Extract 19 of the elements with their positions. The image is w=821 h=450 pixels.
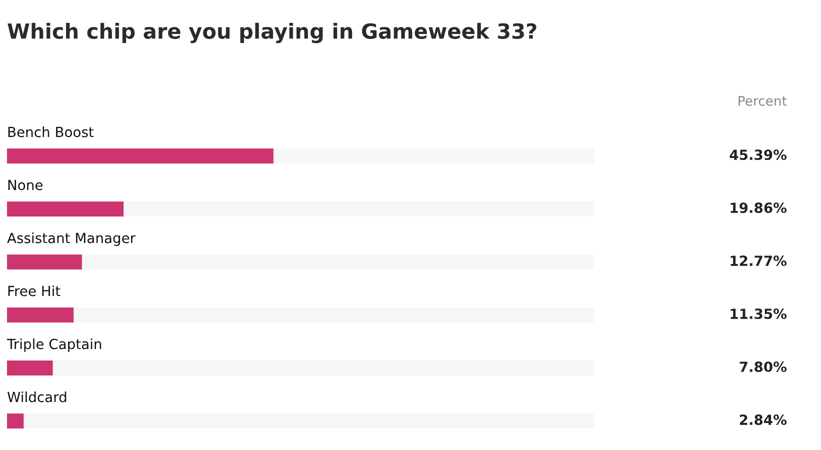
- y-tick-label: Assistant Manager: [7, 232, 136, 246]
- bar: [7, 308, 74, 322]
- bar: [7, 254, 82, 270]
- bar: [7, 202, 124, 216]
- data-label: 19.86%: [730, 202, 787, 214]
- data-label: 12.77%: [730, 256, 787, 266]
- y-tick-label: Free Hit: [8, 285, 60, 296]
- text: Percent: [738, 96, 787, 106]
- bar: [7, 360, 53, 376]
- bar: [7, 414, 24, 428]
- data-label: 2.84%: [740, 414, 787, 426]
- chart-title: Which chip are you playing in Gameweek 33?: [8, 22, 536, 44]
- data-label: 7.80%: [740, 362, 787, 372]
- y-tick-label: Triple Captain: [6, 338, 102, 352]
- data-label: 11.35%: [730, 308, 787, 320]
- data-label: 45.39%: [730, 150, 787, 160]
- y-tick-label: None: [8, 180, 42, 190]
- y-tick-label: Bench Boost: [8, 126, 94, 138]
- y-tick-label: Wildcard: [7, 391, 66, 402]
